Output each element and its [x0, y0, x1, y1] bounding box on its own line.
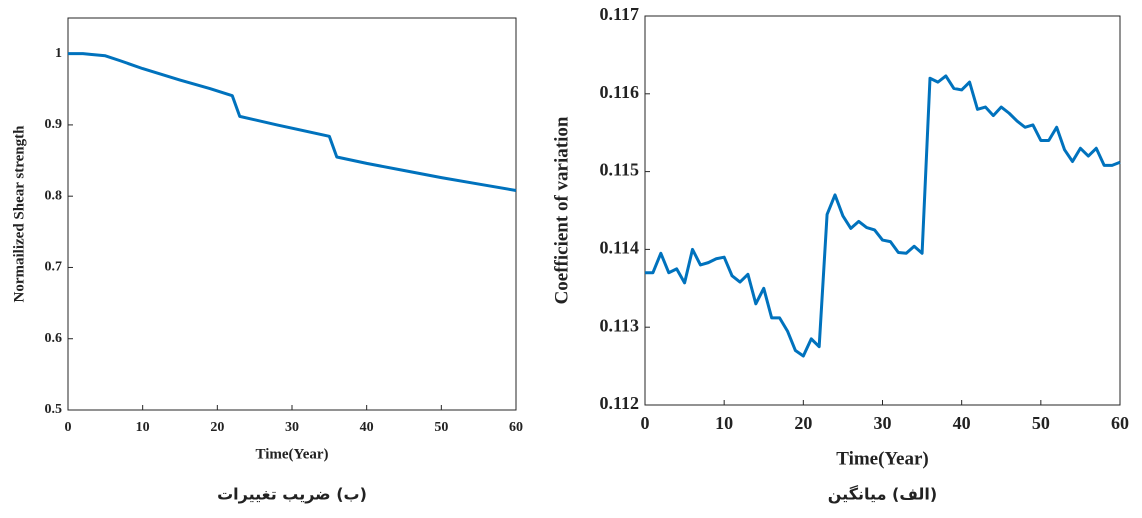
y-tick-label: 0.116 — [599, 82, 639, 102]
y-tick-label: 0.6 — [45, 331, 63, 346]
x-tick-label: 50 — [1032, 413, 1050, 433]
x-tick-label: 50 — [434, 420, 448, 435]
x-tick-label: 10 — [136, 420, 150, 435]
y-axis-label: Normailized Shear strength — [11, 125, 27, 303]
axes-frame — [644, 15, 1121, 406]
x-axis-label: Time(Year) — [255, 446, 328, 462]
y-axis-label: Coefficient of variation — [551, 116, 572, 304]
data-line — [645, 74, 1121, 358]
x-tick-label: 30 — [285, 420, 299, 435]
y-tick-label: 0.114 — [599, 238, 639, 258]
y-tick-label: 0.9 — [45, 117, 63, 132]
y-tick-label: 0.5 — [45, 402, 63, 417]
y-tick-label: 0.113 — [599, 315, 639, 335]
x-tick-label: 60 — [509, 420, 523, 435]
x-tick-label: 0 — [65, 420, 72, 435]
x-tick-label: 40 — [953, 413, 971, 433]
x-tick-label: 20 — [210, 420, 224, 435]
data-line — [68, 52, 517, 192]
y-tick-label: 0.117 — [599, 4, 639, 24]
y-tick-label: 1 — [55, 46, 62, 61]
x-tick-label: 10 — [715, 413, 733, 433]
caption: (ب) ضریب تغییرات — [217, 485, 367, 504]
x-tick-label: 0 — [641, 413, 650, 433]
y-tick-label: 0.7 — [45, 260, 63, 275]
x-tick-label: 20 — [794, 413, 812, 433]
axes-frame — [67, 17, 517, 411]
x-tick-label: 60 — [1111, 413, 1129, 433]
y-tick-label: 0.115 — [599, 160, 639, 180]
x-tick-label: 40 — [360, 420, 374, 435]
y-tick-label: 0.8 — [45, 188, 63, 203]
y-tick-label: 0.112 — [599, 393, 639, 413]
x-tick-label: 30 — [874, 413, 892, 433]
caption: (الف) میانگین — [828, 485, 937, 504]
x-axis-label: Time(Year) — [836, 448, 929, 469]
